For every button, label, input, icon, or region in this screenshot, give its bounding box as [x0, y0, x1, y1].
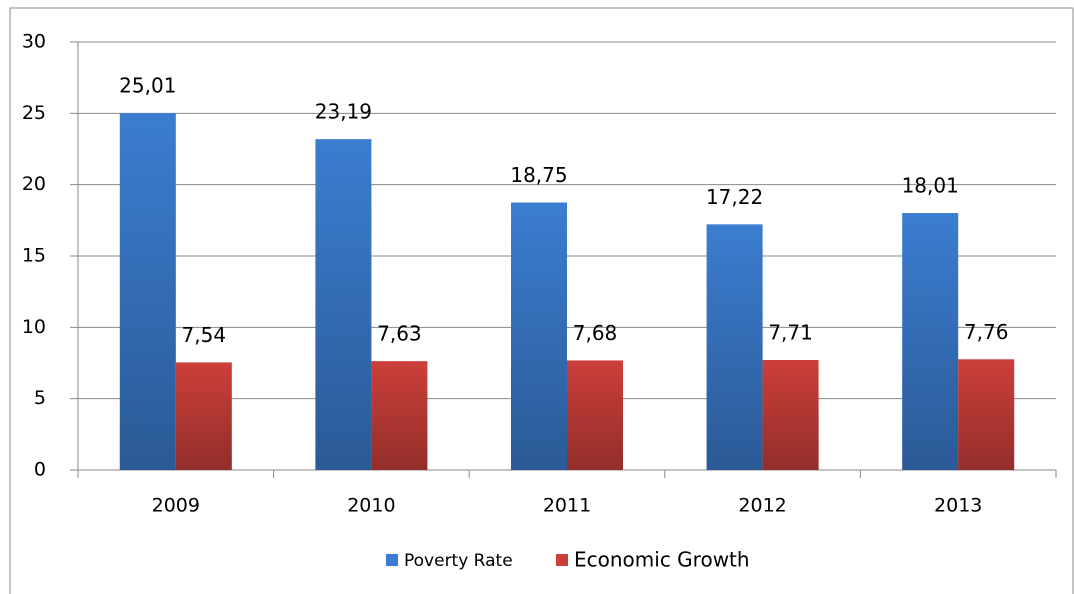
x-tick-label: 2010	[347, 495, 395, 517]
legend-label: Poverty Rate	[404, 551, 513, 571]
bar	[706, 224, 763, 470]
y-tick-label: 0	[34, 459, 46, 481]
x-tick-label: 2012	[738, 495, 786, 517]
data-label: 17,22	[706, 185, 763, 209]
bar	[958, 359, 1015, 470]
bar	[371, 361, 428, 470]
x-tick-label: 2009	[152, 495, 200, 517]
x-tick-label: 2011	[543, 495, 591, 517]
data-label: 18,75	[510, 163, 567, 187]
y-tick-label: 30	[22, 31, 46, 53]
data-label: 18,01	[902, 174, 959, 198]
y-tick-label: 10	[22, 316, 46, 338]
y-tick-label: 15	[22, 245, 46, 267]
bar	[175, 362, 232, 470]
data-label: 7,68	[573, 321, 618, 345]
bar	[315, 139, 372, 470]
data-label: 25,01	[119, 74, 176, 98]
legend-swatch	[386, 554, 398, 566]
bar	[902, 213, 959, 471]
bar	[567, 360, 623, 470]
bar	[119, 113, 176, 470]
data-label: 23,19	[315, 100, 372, 124]
y-tick-label: 5	[34, 387, 46, 409]
legend-label: Economic Growth	[574, 548, 750, 572]
data-label: 7,71	[768, 321, 813, 345]
y-tick-label: 20	[22, 173, 46, 195]
chart-border	[9, 7, 1074, 594]
legend-swatch	[556, 554, 568, 566]
y-tick-label: 25	[22, 102, 46, 124]
data-label: 7,76	[964, 320, 1009, 344]
x-tick-label: 2013	[934, 495, 982, 517]
data-label: 7,63	[377, 322, 422, 346]
bar	[762, 360, 819, 470]
data-label: 7,54	[182, 323, 227, 347]
bar	[511, 202, 567, 470]
